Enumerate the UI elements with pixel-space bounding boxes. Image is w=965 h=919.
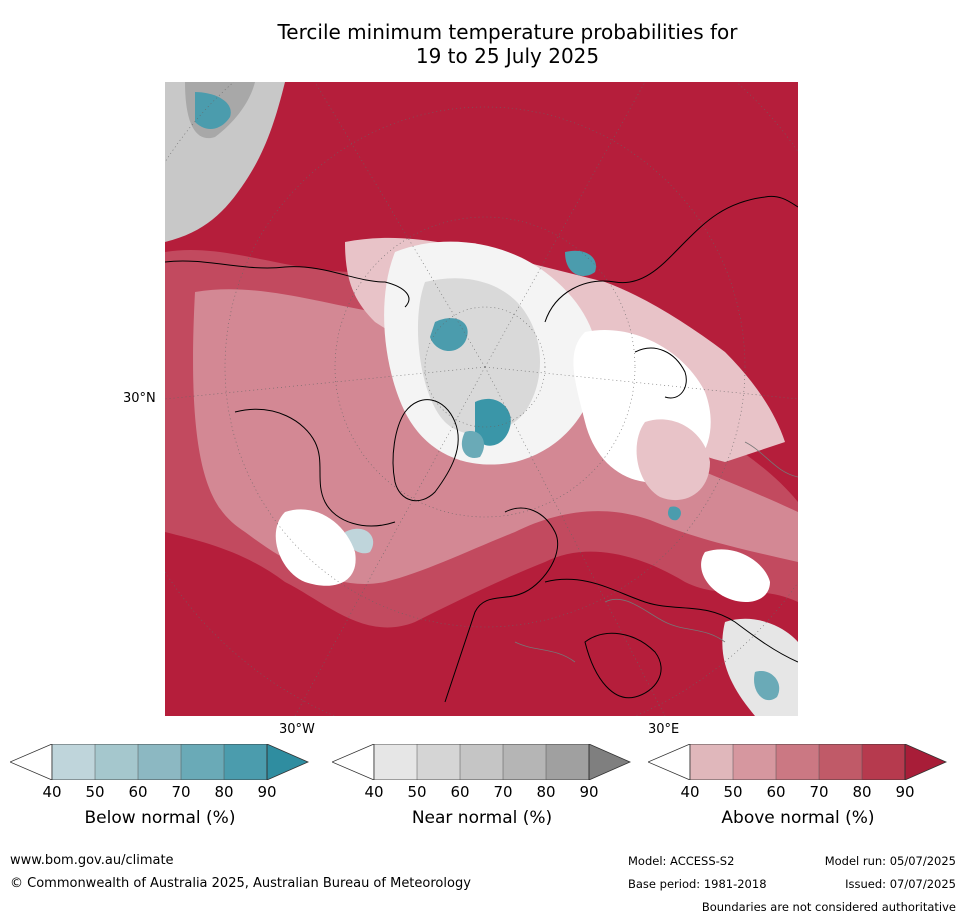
tick: 70	[809, 783, 829, 801]
lat-label-30n: 30°N	[123, 391, 156, 406]
probability-map	[165, 82, 798, 716]
tick: 80	[852, 783, 872, 801]
colorbar-below-normal	[10, 744, 310, 780]
tick: 70	[493, 783, 513, 801]
footer-issued: Issued: 07/07/2025	[845, 877, 956, 891]
tick: 60	[450, 783, 470, 801]
colorbar-above-normal	[648, 744, 948, 780]
footer-model-run: Model run: 05/07/2025	[824, 854, 956, 868]
title-line-1: Tercile minimum temperature probabilitie…	[277, 20, 738, 44]
colorbar-near-normal	[332, 744, 632, 780]
map-title: Tercile minimum temperature probabilitie…	[0, 20, 965, 68]
map-canvas	[165, 82, 798, 716]
footer-url[interactable]: www.bom.gov.au/climate	[10, 853, 174, 868]
title-line-2: 19 to 25 July 2025	[415, 44, 600, 68]
tick: 60	[128, 783, 148, 801]
tick: 70	[171, 783, 191, 801]
tick: 90	[257, 783, 277, 801]
cbar1-seg	[52, 744, 95, 780]
tick: 40	[42, 783, 62, 801]
footer-copyright: © Commonwealth of Australia 2025, Austra…	[10, 876, 471, 891]
footer-model: Model: ACCESS-S2	[628, 854, 735, 868]
tick: 40	[364, 783, 384, 801]
cbar3-label: Above normal (%)	[721, 808, 875, 828]
tick: 80	[536, 783, 556, 801]
tick: 50	[407, 783, 427, 801]
tick: 80	[214, 783, 234, 801]
tick: 50	[723, 783, 743, 801]
footer-base-period: Base period: 1981-2018	[628, 877, 767, 891]
tick: 90	[579, 783, 599, 801]
tick: 90	[895, 783, 915, 801]
tick: 60	[766, 783, 786, 801]
footer-disclaimer: Boundaries are not considered authoritat…	[701, 900, 956, 914]
tick: 40	[680, 783, 700, 801]
lon-label-30e: 30°E	[648, 722, 680, 737]
lon-label-30w: 30°W	[279, 722, 315, 737]
tick: 50	[85, 783, 105, 801]
cbar1-label: Below normal (%)	[84, 808, 236, 828]
cbar2-label: Near normal (%)	[411, 808, 553, 828]
